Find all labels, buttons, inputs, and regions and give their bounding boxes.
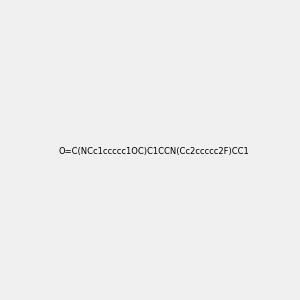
Text: O=C(NCc1ccccc1OC)C1CCN(Cc2ccccc2F)CC1: O=C(NCc1ccccc1OC)C1CCN(Cc2ccccc2F)CC1	[58, 147, 249, 156]
